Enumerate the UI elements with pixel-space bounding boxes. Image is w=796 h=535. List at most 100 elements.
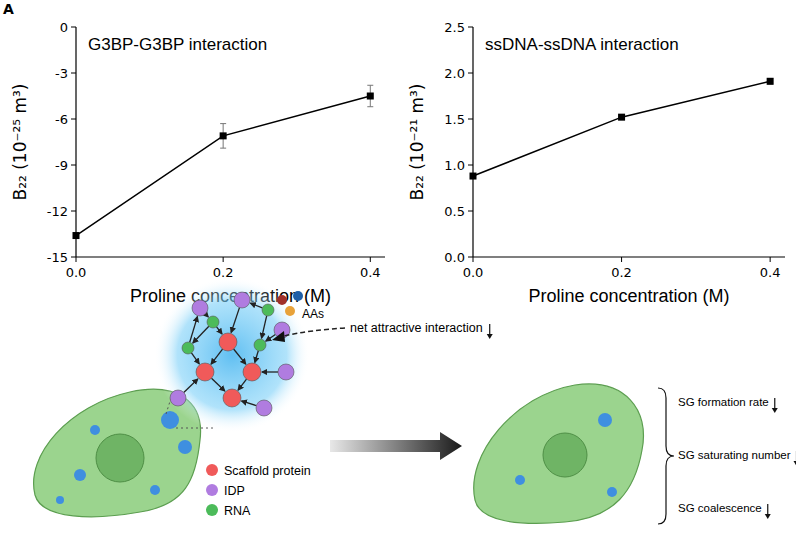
cell (474, 384, 644, 523)
y-tick (71, 27, 76, 28)
chart-title: G3BP-G3BP interaction (88, 35, 267, 54)
nucleus (543, 433, 587, 477)
interaction (242, 401, 257, 406)
molecule (234, 292, 250, 308)
legend-swatch (206, 504, 218, 516)
interaction (234, 349, 246, 364)
decrease-arrowhead (765, 514, 771, 519)
stress-granule (161, 411, 179, 429)
y-tick-label: 2.5 (444, 20, 465, 35)
interaction (205, 314, 208, 317)
decrease-arrow (774, 398, 775, 409)
molecule (243, 363, 261, 381)
y-tick (468, 27, 473, 28)
outcome-label: SG coalescence (678, 502, 762, 514)
molecule (192, 300, 208, 316)
decrease-arrow (489, 324, 490, 335)
interaction (184, 379, 198, 393)
x-tick-label: 0.4 (760, 265, 781, 280)
interaction (193, 326, 209, 343)
y-tick-label: -9 (55, 158, 68, 173)
plot-area (470, 78, 774, 180)
molecule (223, 389, 241, 407)
transition-arrow (330, 432, 462, 460)
molecule (170, 390, 186, 406)
decrease-arrow (767, 504, 768, 515)
aa-path (284, 328, 345, 336)
y-tick-label: 0.5 (444, 204, 465, 219)
outcome-label: SG formation rate (678, 396, 769, 408)
stress-granule (607, 487, 617, 497)
legend-swatch (206, 484, 218, 496)
interaction (262, 371, 278, 372)
molecule (256, 400, 272, 416)
condensate (154, 277, 310, 433)
y-tick (71, 257, 76, 258)
x-tick-label: 0.0 (66, 265, 87, 280)
x-axis (76, 256, 385, 257)
amino-acid (285, 306, 295, 316)
x-tick (223, 257, 224, 262)
y-tick (71, 73, 76, 74)
error-bar (220, 124, 226, 149)
diagram: Scaffold proteinIDPRNAAAsnet attractive … (34, 277, 796, 524)
y-tick (71, 119, 76, 120)
marker (73, 232, 80, 239)
y-tick (71, 211, 76, 212)
chart: -15-12-9-6-300.00.20.4G3BP-G3BP interact… (10, 20, 385, 307)
marker (470, 173, 477, 180)
y-axis-label: B₂₂ (10⁻²⁵ m³) (10, 84, 30, 201)
error-bar (367, 85, 373, 106)
x-tick-label: 0.0 (463, 265, 484, 280)
error-cap (220, 123, 226, 124)
y-axis-label: B₂₂ (10⁻²¹ m³) (407, 84, 427, 201)
outcome-label: SG saturating number (678, 449, 791, 461)
interaction (190, 317, 198, 343)
interaction (238, 379, 246, 390)
y-tick-label: 1.0 (444, 158, 465, 173)
x-tick (770, 257, 771, 262)
chart: 0.00.51.01.52.02.50.00.20.4ssDNA-ssDNA i… (407, 20, 785, 307)
y-tick-label: 2.0 (444, 66, 465, 81)
x-tick (76, 257, 77, 262)
x-axis (473, 256, 785, 257)
y-tick-label: -6 (55, 112, 68, 127)
stress-granule (598, 413, 612, 427)
marker (618, 114, 625, 121)
stress-granule (178, 440, 192, 454)
aas-label: AAs (302, 307, 324, 321)
molecule (182, 342, 194, 354)
amino-acid (293, 291, 303, 301)
y-tick (468, 257, 473, 258)
x-tick (473, 257, 474, 262)
stress-granule (56, 496, 64, 504)
stress-granule (515, 475, 525, 485)
decrease-arrowhead (487, 334, 493, 339)
y-axis (75, 27, 76, 257)
x-tick (370, 257, 371, 262)
stress-granule (90, 425, 100, 435)
y-tick (468, 165, 473, 166)
x-tick-label: 0.4 (360, 265, 381, 280)
error-bar (767, 79, 773, 85)
molecule (262, 304, 274, 316)
molecule (196, 363, 214, 381)
y-tick-label: -15 (47, 250, 68, 265)
marker (767, 78, 774, 85)
nucleus (96, 434, 144, 482)
brace (658, 388, 674, 524)
y-tick (468, 73, 473, 74)
chart-title: ssDNA-ssDNA interaction (485, 35, 679, 54)
interaction (250, 303, 262, 308)
effect-label: net attractive interaction (350, 321, 483, 335)
interaction (255, 351, 258, 363)
stress-granule (150, 485, 160, 495)
legend-label: IDP (224, 484, 245, 498)
y-tick-label: 0.0 (444, 250, 465, 265)
interaction (262, 316, 267, 338)
y-tick-label: -3 (55, 66, 68, 81)
y-tick (71, 165, 76, 166)
marker (367, 93, 374, 100)
error-cap (220, 148, 226, 149)
y-tick-label: 1.5 (444, 112, 465, 127)
